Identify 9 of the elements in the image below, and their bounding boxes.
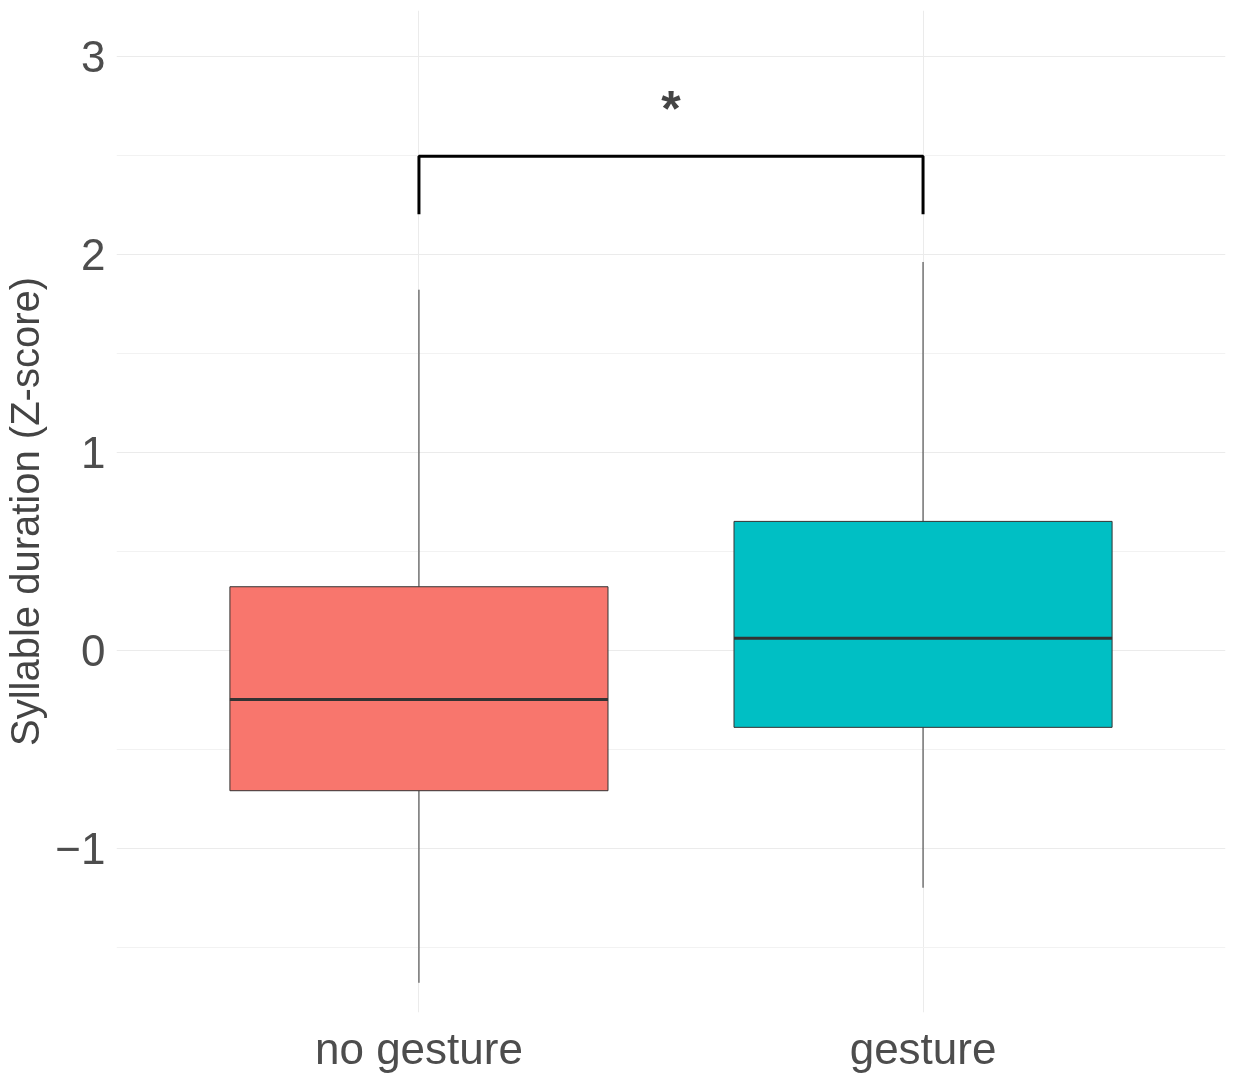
x-tick-label: gesture bbox=[849, 1023, 997, 1073]
x-tick-label: no gesture bbox=[314, 1023, 523, 1073]
y-tick-label: 0 bbox=[81, 625, 106, 675]
y-tick-label: 2 bbox=[81, 229, 106, 279]
y-tick-label: 3 bbox=[81, 31, 106, 81]
y-axis-title: Syllable duration (Z-score) bbox=[3, 276, 48, 747]
y-tick-label: −1 bbox=[55, 823, 106, 873]
y-tick-label: 1 bbox=[81, 427, 106, 477]
annotation: * bbox=[661, 80, 682, 137]
